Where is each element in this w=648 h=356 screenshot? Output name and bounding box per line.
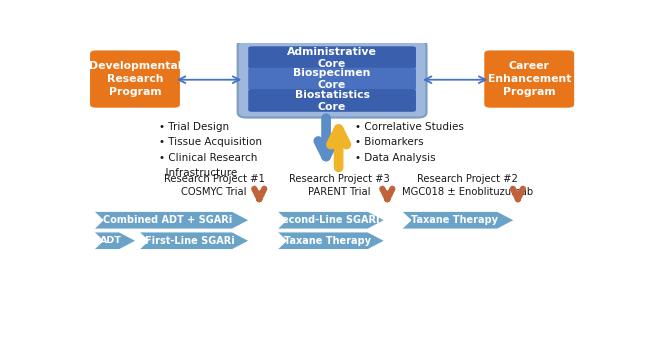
Text: Administrative
Core: Administrative Core [287, 47, 377, 69]
Polygon shape [401, 211, 515, 229]
Text: ADT: ADT [100, 236, 122, 245]
Text: Research Project #2
MGC018 ± Enoblituzumab: Research Project #2 MGC018 ± Enoblituzum… [402, 174, 533, 198]
Text: Developmental
Research
Program: Developmental Research Program [89, 61, 181, 97]
Text: Combined ADT + SGARi: Combined ADT + SGARi [103, 215, 232, 225]
Text: • Correlative Studies
• Biomarkers
• Data Analysis: • Correlative Studies • Biomarkers • Dat… [354, 122, 463, 163]
Text: Career
Enhancement
Program: Career Enhancement Program [487, 61, 571, 97]
FancyBboxPatch shape [238, 41, 426, 117]
Text: Biostatistics
Core: Biostatistics Core [295, 89, 369, 111]
Polygon shape [139, 232, 249, 250]
Polygon shape [277, 211, 385, 229]
Text: Biospecimen
Core: Biospecimen Core [294, 68, 371, 90]
Text: First-Line SGARi: First-Line SGARi [145, 236, 235, 246]
FancyBboxPatch shape [248, 46, 416, 69]
FancyBboxPatch shape [484, 51, 574, 108]
Text: Taxane Therapy: Taxane Therapy [284, 236, 371, 246]
FancyBboxPatch shape [248, 68, 416, 90]
FancyBboxPatch shape [248, 89, 416, 112]
Polygon shape [277, 232, 385, 250]
Text: Research Project #1
COSMYC Trial: Research Project #1 COSMYC Trial [164, 174, 264, 198]
FancyBboxPatch shape [90, 51, 180, 108]
Text: Taxane Therapy: Taxane Therapy [411, 215, 498, 225]
Text: Second-Line SGARi: Second-Line SGARi [275, 215, 379, 225]
Polygon shape [93, 232, 136, 250]
Polygon shape [93, 211, 249, 229]
Text: • Trial Design
• Tissue Acquisition
• Clinical Research
  Infrastructure: • Trial Design • Tissue Acquisition • Cl… [159, 122, 262, 178]
Text: Research Project #3
PARENT Trial: Research Project #3 PARENT Trial [289, 174, 390, 198]
